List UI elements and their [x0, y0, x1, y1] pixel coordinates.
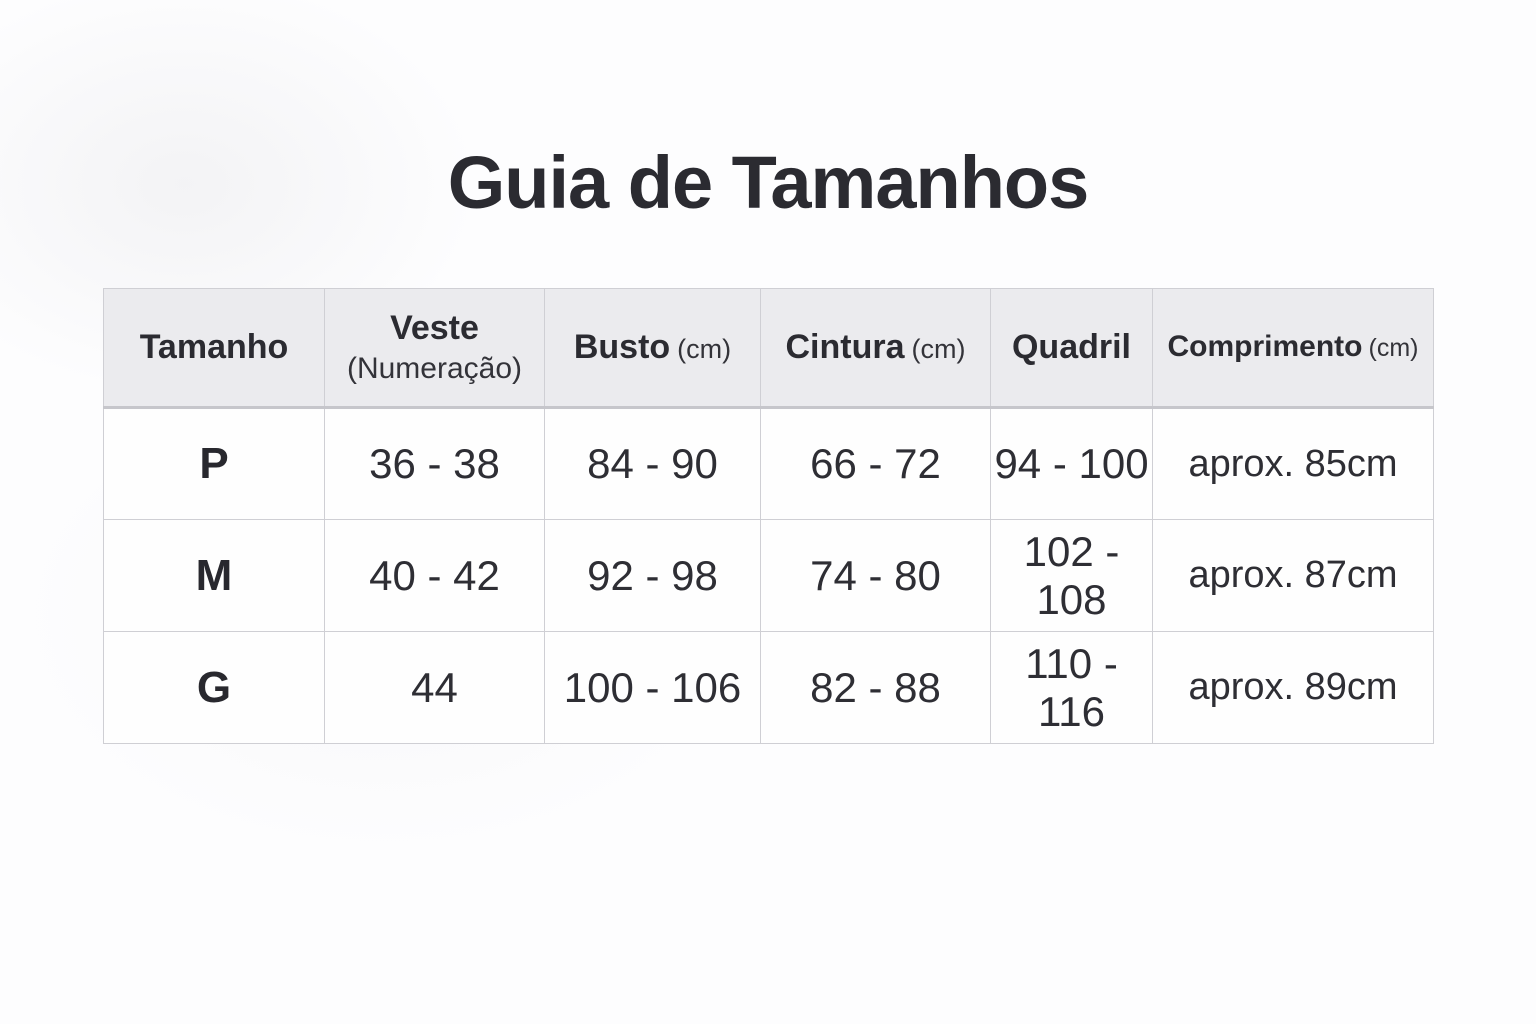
busto-cell: 84 - 90	[544, 407, 761, 520]
comprimento-cell: aprox. 85cm	[1152, 407, 1434, 520]
cintura-cell: 66 - 72	[760, 407, 991, 520]
header-row: Tamanho Veste (Numeração) Busto (cm) Cint…	[103, 288, 1434, 409]
comprimento-cell: aprox. 89cm	[1152, 631, 1434, 744]
size-cell: G	[103, 631, 325, 744]
cintura-cell: 82 - 88	[760, 631, 991, 744]
comprimento-cell: aprox. 87cm	[1152, 519, 1434, 632]
table-header: Tamanho Veste (Numeração) Busto (cm) Cint…	[103, 288, 1434, 409]
veste-cell: 44	[324, 631, 545, 744]
header-cell-quadril: Quadril	[990, 288, 1153, 409]
header-label: Tamanho	[139, 327, 289, 366]
header-cell-busto: Busto (cm)	[544, 288, 761, 409]
cintura-cell: 74 - 80	[760, 519, 991, 632]
table-row-p: P 36 - 38 84 - 90 66 - 72 94 - 100 aprox…	[103, 407, 1434, 520]
header-label: Quadril	[1011, 327, 1132, 366]
veste-cell: 40 - 42	[324, 519, 545, 632]
header-label: Veste	[390, 308, 479, 347]
busto-cell: 92 - 98	[544, 519, 761, 632]
header-unit: (cm)	[1368, 334, 1419, 363]
quadril-cell: 94 - 100	[990, 407, 1153, 520]
header-sub-label: (Numeração)	[346, 351, 523, 385]
header-cell-comprimento: Comprimento (cm)	[1152, 288, 1434, 409]
veste-cell: 36 - 38	[324, 407, 545, 520]
header-cell-cintura: Cintura (cm)	[760, 288, 991, 409]
page-title: Guia de Tamanhos	[447, 141, 1090, 224]
header-unit: (cm)	[677, 333, 732, 364]
size-cell: M	[103, 519, 325, 632]
quadril-cell: 102 - 108	[990, 519, 1153, 632]
header-unit: (cm)	[911, 333, 966, 364]
busto-cell: 100 - 106	[544, 631, 761, 744]
table-row-g: G 44 100 - 106 82 - 88 110 - 116 aprox. …	[103, 631, 1434, 744]
header-cell-tamanho: Tamanho	[103, 288, 325, 409]
size-cell: P	[103, 407, 325, 520]
table-row-m: M 40 - 42 92 - 98 74 - 80 102 - 108 apro…	[103, 519, 1434, 632]
header-label: Comprimento	[1167, 330, 1363, 364]
header-label: Cintura	[785, 327, 905, 366]
quadril-cell: 110 - 116	[990, 631, 1153, 744]
table-body: P 36 - 38 84 - 90 66 - 72 94 - 100 aprox…	[103, 407, 1434, 744]
header-cell-veste: Veste (Numeração)	[324, 288, 545, 409]
header-label: Busto	[573, 327, 671, 366]
size-guide-table: Tamanho Veste (Numeração) Busto (cm) Cint…	[103, 288, 1434, 744]
